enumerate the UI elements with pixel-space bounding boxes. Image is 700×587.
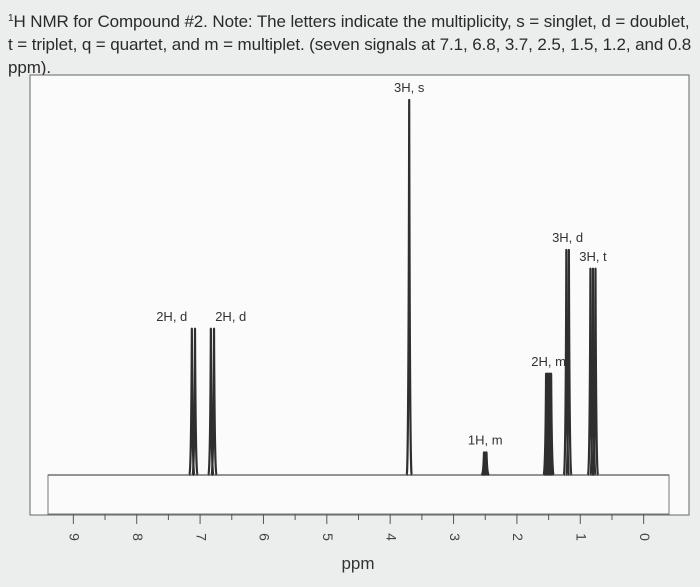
tick-label: 6 [257,533,273,541]
tick-label: 1 [574,533,590,541]
tick-label: 3 [447,533,463,541]
peak-line [481,451,489,476]
peak-line [547,372,555,477]
peak-line [565,248,573,477]
peak-line [210,327,218,477]
peak-label: 2H, d [215,309,246,324]
figure-caption: 1H NMR for Compound #2. Note: The letter… [8,10,696,79]
peak-label: 3H, d [552,230,583,245]
peak-line [191,327,199,477]
peak-line [483,451,490,476]
plot-frame [29,74,690,516]
peak-line [546,372,554,477]
tick-label: 2 [510,533,526,541]
x-axis-title: ppm [341,554,374,573]
tick-label: 0 [637,533,653,541]
caption-text: H NMR for Compound #2. Note: The letters… [8,12,692,77]
peak-label: 1H, m [468,433,503,448]
peak-line [405,98,413,477]
tick-label: 5 [320,533,336,541]
peak-label: 3H, s [394,80,425,95]
x-axis-ticks [72,514,645,524]
peak-label-group: 2H, d 2H, d 3H, s 1H, m 2H, m 3H, d 3H, t [156,80,607,448]
tick-label: 9 [67,533,83,541]
axis-band [47,474,670,515]
peak-group [188,98,600,477]
tick-label: 8 [130,533,146,541]
x-axis-tick-labels: 9 8 7 6 5 4 3 2 1 0 [67,533,653,541]
caption-superscript: 1 [8,13,14,24]
peak-label: 3H, t [579,249,607,264]
peak-label: 2H, d [156,309,187,324]
peak-line [591,267,600,477]
peak-label: 2H, m [531,354,566,369]
tick-label: 4 [383,533,399,541]
tick-label: 7 [193,533,209,541]
